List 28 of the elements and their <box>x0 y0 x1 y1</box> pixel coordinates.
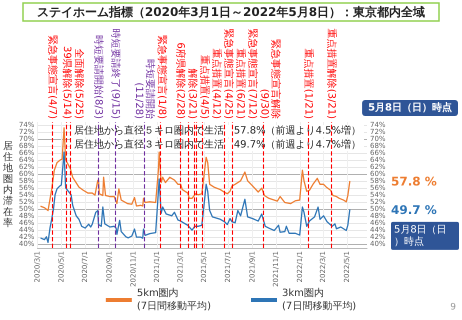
ref-line-label: 重点措置(4/12) <box>210 48 222 120</box>
text: 49.7 % <box>391 202 437 217</box>
ref-line-label: 緊急事態宣言(7/12) <box>246 28 258 120</box>
text: 57.8 % <box>391 174 437 188</box>
text: 9 <box>450 302 456 312</box>
ref-line-label: 緊急事態宣言(1/8) <box>156 35 168 120</box>
ref-line-label: 39県解除(5/14) <box>60 46 73 120</box>
ref-line-label: 全面解除(5/25) <box>72 48 85 120</box>
ref-line-label: 時短要請終了(9/15) <box>109 28 122 120</box>
text: 5月8日（日）時点 <box>394 224 447 248</box>
line-series <box>40 127 350 212</box>
ref-line-label: 緊急事態宣言(4/7) <box>46 35 58 120</box>
ref-line-label: 重点措置(4/5) <box>198 55 210 120</box>
y-axis-title: 居住地圏内滞在率 <box>2 141 13 229</box>
ref-line-label: 重点措置(6/21) <box>234 48 246 120</box>
legend-label: 5km圏内 (7日間移動平均) <box>136 287 212 312</box>
legend-label: 3km圏内 (7日間移動平均) <box>282 287 356 312</box>
chart-title: ステイホーム指標（2020年3月1日～2022年5月8日）：東京都内全域 <box>36 5 426 19</box>
ref-line-label: 重点措置(1/21) <box>302 48 314 120</box>
ref-line-label: 緊急事態宣言(4/25) <box>222 28 234 120</box>
ref-line-label: 6府県解除(2/28) <box>174 42 186 120</box>
ref-line-label: 時短要請開始(11/28) <box>132 59 156 120</box>
ref-line-label: 時短要請開始(8/3) <box>92 35 105 120</box>
ref-line-label: 緊急事態宣言解除(9/30) <box>258 39 282 120</box>
text: 5月8日（日）時点 <box>368 102 452 114</box>
line-series <box>40 151 350 244</box>
ref-line-label: 解除(3/21) <box>186 68 198 120</box>
ref-line-label: 重点措置解除(3/21) <box>325 28 338 120</box>
